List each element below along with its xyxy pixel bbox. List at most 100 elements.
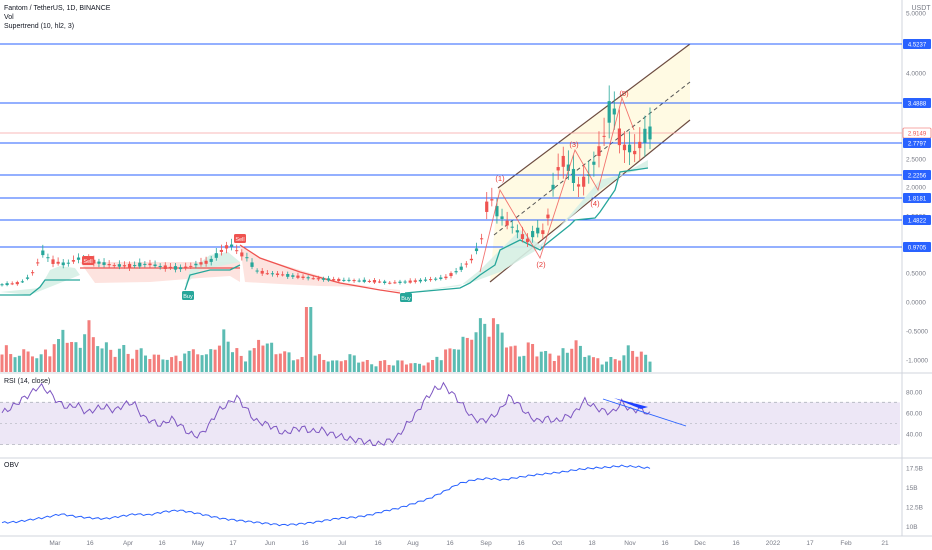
volume-bar bbox=[548, 353, 552, 372]
candle-body bbox=[199, 262, 203, 265]
volume-bar bbox=[291, 360, 295, 372]
volume-bar bbox=[487, 336, 491, 372]
candle-body bbox=[597, 146, 601, 157]
volume-bar bbox=[374, 366, 378, 372]
volume-bar bbox=[444, 349, 448, 372]
candle-body bbox=[520, 234, 525, 240]
volume-bar bbox=[174, 355, 178, 372]
wave-zigzag bbox=[479, 96, 635, 273]
candle-body bbox=[627, 144, 632, 153]
volume-bar bbox=[504, 347, 508, 372]
time-tick-label: Oct bbox=[552, 540, 562, 547]
volume-bar bbox=[557, 355, 561, 372]
price-tick-label: 0.5000 bbox=[906, 271, 926, 278]
volume-bar bbox=[222, 329, 226, 372]
candle-body bbox=[0, 284, 4, 286]
volume-bar bbox=[600, 364, 604, 372]
volume-bar bbox=[13, 357, 17, 372]
signal-label: Buy bbox=[183, 294, 193, 300]
volume-bar bbox=[331, 360, 335, 372]
candle-body bbox=[127, 263, 132, 268]
volume-bar bbox=[561, 348, 565, 372]
candle-body bbox=[71, 260, 76, 262]
candle-body bbox=[362, 279, 366, 282]
candle-body bbox=[428, 279, 433, 281]
time-tick-label: 16 bbox=[517, 540, 525, 547]
volume-bar bbox=[244, 361, 248, 372]
candle-body bbox=[648, 126, 652, 140]
volume-bar bbox=[135, 349, 139, 372]
candle-body bbox=[480, 238, 484, 240]
candle-body bbox=[571, 168, 576, 183]
vol-label: Vol bbox=[4, 14, 14, 21]
volume-bar bbox=[605, 361, 609, 372]
candle-body bbox=[209, 258, 213, 262]
candle-body bbox=[337, 278, 341, 282]
volume-bar bbox=[531, 343, 535, 372]
candle-body bbox=[168, 266, 172, 269]
volume-bar bbox=[261, 345, 265, 372]
candle-body bbox=[219, 249, 224, 252]
candle-body bbox=[556, 167, 560, 171]
volume-bar bbox=[300, 357, 304, 372]
candle-body bbox=[173, 266, 178, 270]
price-tick-label: 4.0000 bbox=[906, 71, 926, 78]
volume-bar bbox=[383, 360, 387, 372]
volume-bar bbox=[317, 354, 321, 372]
volume-bar bbox=[313, 355, 317, 372]
candle-body bbox=[102, 262, 106, 265]
candle-body bbox=[204, 260, 208, 264]
candle-body bbox=[602, 135, 606, 137]
rsi-tick-label: 60.00 bbox=[906, 410, 923, 417]
price-tick-label: 2.5000 bbox=[906, 157, 926, 164]
candle-body bbox=[148, 263, 152, 266]
volume-bar bbox=[170, 357, 174, 372]
obv-tick-label: 12.5B bbox=[906, 505, 923, 512]
volume-bar bbox=[583, 356, 587, 372]
candle-body bbox=[316, 278, 320, 280]
candle-body bbox=[347, 279, 351, 281]
volume-bar bbox=[470, 339, 474, 372]
volume-bar bbox=[70, 341, 74, 372]
time-tick-label: Apr bbox=[123, 540, 134, 547]
signal-label: Buy bbox=[401, 296, 411, 302]
level-label: 2.7797 bbox=[908, 142, 927, 148]
candle-body bbox=[117, 264, 121, 267]
candle-body bbox=[566, 164, 570, 171]
volume-bar bbox=[148, 359, 152, 372]
time-tick-label: Mar bbox=[49, 540, 61, 547]
candle-body bbox=[178, 267, 183, 270]
candle-body bbox=[189, 265, 193, 267]
volume-bar bbox=[587, 355, 591, 372]
candle-body bbox=[194, 263, 198, 266]
candle-body bbox=[495, 206, 499, 217]
candle-body bbox=[5, 283, 9, 286]
volume-bar bbox=[404, 364, 408, 372]
volume-bar bbox=[578, 345, 582, 372]
wave-label: (5) bbox=[619, 89, 629, 98]
volume-bar bbox=[157, 354, 161, 372]
wave-label: (4) bbox=[590, 199, 600, 208]
candle-body bbox=[143, 263, 147, 265]
candle-body bbox=[275, 273, 280, 276]
volume-bar bbox=[130, 358, 134, 372]
level-label: 3.4888 bbox=[908, 102, 927, 108]
volume-bar bbox=[596, 358, 600, 372]
supertrend-line-red bbox=[239, 244, 401, 294]
volume-bar bbox=[91, 337, 95, 372]
rsi-tick-label: 40.00 bbox=[906, 431, 923, 438]
candle-body bbox=[311, 278, 315, 280]
candle-body bbox=[469, 258, 474, 261]
candle-body bbox=[56, 261, 60, 264]
level-label-box bbox=[903, 193, 931, 203]
volume-bar bbox=[61, 329, 65, 372]
time-tick-label: 16 bbox=[661, 540, 669, 547]
volume-bar bbox=[322, 359, 326, 372]
candle-body bbox=[41, 250, 45, 256]
candle-body bbox=[485, 201, 489, 212]
volume-bar bbox=[370, 364, 374, 372]
candle-body bbox=[449, 273, 453, 277]
candle-body bbox=[326, 278, 331, 281]
candle-body bbox=[31, 272, 35, 274]
